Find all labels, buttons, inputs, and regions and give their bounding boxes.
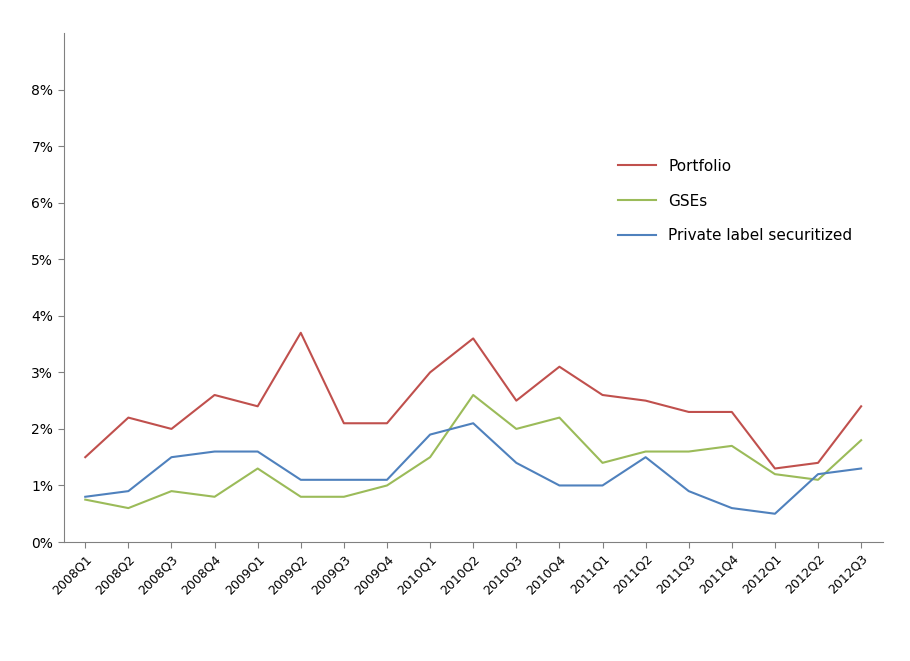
Legend: Portfolio, GSEs, Private label securitized: Portfolio, GSEs, Private label securitiz… — [612, 153, 859, 250]
Private label securitized — [554, 481, 565, 489]
Private label securitized — [640, 453, 651, 461]
Private label securitized — [209, 447, 220, 455]
Private label securitized — [855, 465, 866, 473]
GSEs — [640, 447, 651, 455]
Portfolio — [80, 453, 91, 461]
Portfolio — [511, 397, 521, 405]
Line: GSEs: GSEs — [86, 395, 861, 508]
Private label securitized — [425, 430, 436, 438]
GSEs — [252, 465, 263, 473]
Portfolio — [554, 363, 565, 371]
GSEs — [381, 481, 392, 489]
Portfolio — [855, 403, 866, 410]
GSEs — [166, 487, 177, 495]
GSEs — [726, 442, 737, 450]
Private label securitized — [770, 510, 781, 518]
Private label securitized — [381, 476, 392, 484]
Portfolio — [813, 459, 824, 467]
Portfolio — [381, 419, 392, 427]
Private label securitized — [296, 476, 307, 484]
GSEs — [770, 470, 781, 478]
GSEs — [339, 493, 349, 501]
Portfolio — [339, 419, 349, 427]
GSEs — [123, 504, 134, 512]
Portfolio — [468, 334, 479, 342]
GSEs — [813, 476, 824, 484]
GSEs — [209, 493, 220, 501]
GSEs — [597, 459, 608, 467]
GSEs — [425, 453, 436, 461]
Private label securitized — [166, 453, 177, 461]
Portfolio — [252, 403, 263, 410]
GSEs — [511, 425, 521, 433]
Line: Private label securitized: Private label securitized — [86, 423, 861, 514]
Portfolio — [123, 414, 134, 422]
Portfolio — [209, 391, 220, 399]
GSEs — [554, 414, 565, 422]
Portfolio — [683, 408, 694, 416]
GSEs — [855, 436, 866, 444]
Private label securitized — [597, 481, 608, 489]
Portfolio — [640, 397, 651, 405]
Private label securitized — [511, 459, 521, 467]
Portfolio — [770, 465, 781, 473]
GSEs — [296, 493, 307, 501]
Private label securitized — [252, 447, 263, 455]
Private label securitized — [468, 419, 479, 427]
Line: Portfolio: Portfolio — [86, 332, 861, 469]
GSEs — [80, 496, 91, 504]
GSEs — [683, 447, 694, 455]
Private label securitized — [339, 476, 349, 484]
Private label securitized — [683, 487, 694, 495]
Private label securitized — [813, 470, 824, 478]
Portfolio — [726, 408, 737, 416]
Portfolio — [166, 425, 177, 433]
Portfolio — [425, 368, 436, 376]
Private label securitized — [80, 493, 91, 501]
Private label securitized — [726, 504, 737, 512]
Private label securitized — [123, 487, 134, 495]
GSEs — [468, 391, 479, 399]
Portfolio — [597, 391, 608, 399]
Portfolio — [296, 329, 307, 336]
